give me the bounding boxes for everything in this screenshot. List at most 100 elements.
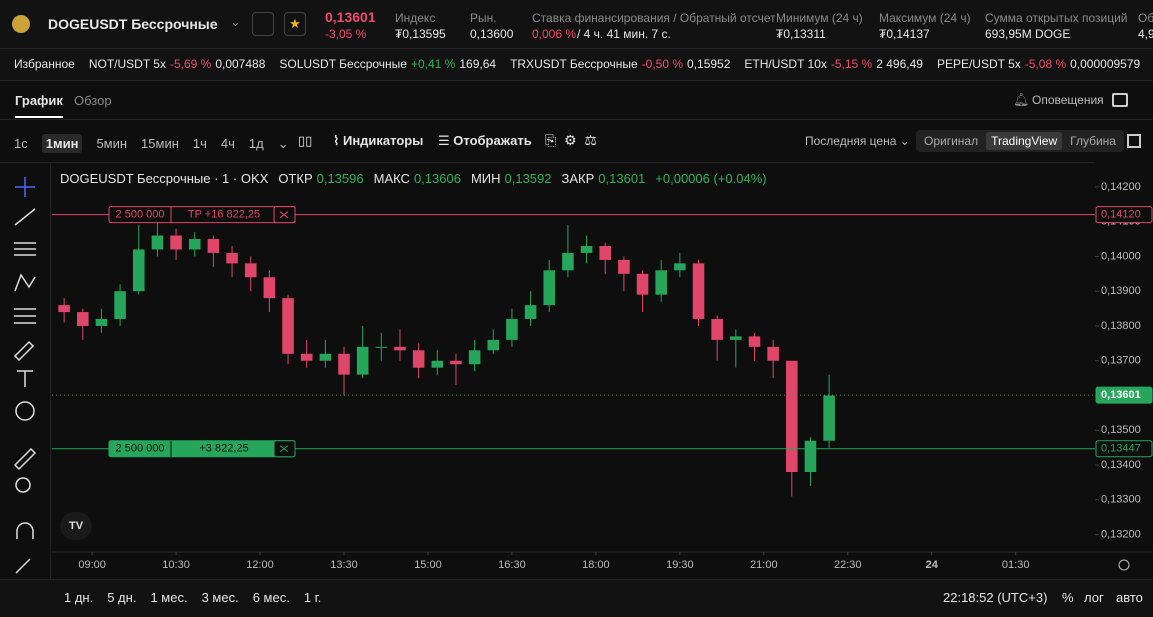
interval[interactable]: 1д — [248, 136, 264, 151]
value: 0,006 % — [532, 27, 577, 41]
lock-draw[interactable] — [15, 558, 31, 574]
zoom[interactable] — [15, 477, 31, 493]
ticker-price: 0,007488 — [215, 57, 266, 71]
settings-icon — [1118, 559, 1130, 571]
indicators[interactable]: ⌇ Индикаторы — [333, 133, 423, 149]
drawing-tools — [0, 163, 51, 616]
range[interactable]: 3 мес. — [201, 590, 239, 605]
range[interactable]: 1 дн. — [64, 590, 94, 605]
interval[interactable]: 4ч — [220, 136, 235, 151]
ruler[interactable] — [13, 447, 37, 471]
candle-body — [786, 360, 798, 473]
layout-button[interactable] — [1112, 93, 1128, 107]
candle-body — [580, 245, 593, 253]
interval[interactable]: 1с — [14, 136, 28, 151]
tab[interactable]: Обзор — [74, 93, 112, 108]
tab[interactable]: График — [15, 93, 63, 118]
candle-body — [618, 259, 630, 274]
order-close-icon — [279, 211, 289, 219]
ticker-change: -5,08 % — [1024, 57, 1067, 71]
x-tick-label: 15:00 — [414, 559, 442, 571]
value: / 4 ч. 41 мин. 7 с. — [577, 27, 671, 41]
candle-body — [282, 298, 294, 354]
ticker[interactable]: ETH/USDT 10x -5,15 % 2 496,49 — [744, 57, 923, 71]
candle-body — [487, 339, 500, 351]
range[interactable]: 1 г. — [303, 590, 322, 605]
last-price: 0,13601 — [325, 9, 376, 25]
candle-body — [524, 305, 537, 320]
interval[interactable]: 5мин — [96, 136, 128, 151]
brush[interactable] — [13, 340, 35, 362]
range[interactable]: 1 мес. — [150, 590, 188, 605]
book-button[interactable] — [252, 12, 274, 36]
bell[interactable]: 🔔︎ — [1013, 92, 1030, 107]
legend-value: 0,13596 — [316, 171, 364, 186]
interval[interactable]: 1ч — [192, 136, 207, 151]
y-tick-label: 0,13400 — [1101, 459, 1141, 471]
range[interactable]: 5 дн. — [107, 590, 137, 605]
candle-body — [356, 346, 369, 375]
interval-more[interactable]: ⌄ — [277, 135, 289, 151]
x-tick-label: 19:30 — [666, 559, 694, 571]
favorite-button[interactable]: ★ — [284, 12, 306, 36]
candle-body — [804, 440, 817, 473]
candle-body — [188, 239, 201, 250]
ticker-bar: Избранное NOT/USDT 5x -5,69 % 0,007488 SOLU… — [0, 49, 1153, 81]
crosshair[interactable] — [15, 177, 35, 197]
toolbar: 1с 1мин 5мин 15мин 1ч 4ч 1д ⌄ ▯▯ ⌇ Индикаторы ☰… — [0, 120, 1153, 163]
ticker[interactable]: PEPE/USDT 5x -5,08 % 0,000009579 — [937, 57, 1140, 71]
icons[interactable]: ⎘ ⚙ ⚖ — [545, 132, 597, 148]
alerts[interactable]: Оповещения — [1032, 93, 1104, 107]
x-tick-label: 12:00 — [246, 559, 274, 571]
chevron[interactable]: ⌄ — [230, 14, 241, 29]
candle-body — [711, 319, 723, 340]
percent[interactable]: % — [1062, 590, 1074, 605]
ticker-list: Избранное NOT/USDT 5x -5,69 % 0,007488 SOLU… — [14, 57, 1153, 71]
display[interactable]: ☰ Отображать — [438, 133, 532, 149]
candle-body — [506, 319, 518, 340]
pattern[interactable] — [14, 273, 36, 292]
price-label-bg — [1095, 386, 1153, 404]
x-tick-label: 22:30 — [834, 559, 862, 571]
price-source[interactable]: Последняя цена ⌄ — [805, 134, 910, 148]
emoji[interactable] — [15, 401, 35, 421]
label: Об — [1138, 11, 1153, 25]
ticker-change: -5,15 % — [830, 57, 873, 71]
ticker-name[interactable]: ETH/USDT 10x — [744, 57, 827, 71]
fib[interactable] — [14, 242, 36, 256]
ticker-name[interactable]: TRXUSDT Бессрочные — [510, 57, 638, 71]
ticker[interactable]: NOT/USDT 5x -5,69 % 0,007488 — [89, 57, 266, 71]
ticker-name[interactable]: PEPE/USDT 5x — [936, 57, 1021, 71]
range[interactable]: 6 мес. — [252, 590, 290, 605]
view[interactable]: Оригинал — [924, 134, 979, 148]
ticker-price: 169,64 — [459, 57, 497, 71]
ticker-name[interactable]: NOT/USDT 5x — [88, 57, 166, 71]
trend-line[interactable] — [14, 208, 36, 226]
favorites[interactable]: Избранное — [14, 57, 75, 71]
ticker[interactable]: TRXUSDT Бессрочные -0,50 % 0,15952 — [510, 57, 730, 71]
display-label[interactable]: Отображать — [453, 133, 532, 148]
value: ₮0,14137 — [879, 27, 930, 41]
legend-value: 0,13601 — [598, 171, 646, 186]
x-tick-label: 13:30 — [330, 559, 358, 571]
text-tool[interactable] — [17, 370, 33, 387]
candle-body — [636, 273, 649, 295]
view[interactable]: TradingView — [986, 132, 1063, 150]
magnet[interactable] — [16, 522, 34, 539]
footer: 1 дн. 5 дн. 1 мес. 3 мес. 6 мес. 1 г. 22:18:5… — [0, 579, 1153, 617]
interval[interactable]: 15мин — [141, 136, 179, 151]
chart-type[interactable]: ▯▯ — [298, 133, 313, 148]
fullscreen[interactable] — [1127, 134, 1141, 148]
log[interactable]: лог — [1084, 590, 1104, 605]
view[interactable]: Глубина — [1070, 134, 1116, 148]
y-tick-label: 0,13500 — [1101, 424, 1141, 436]
interval[interactable]: 1мин — [41, 134, 83, 153]
indicators-label[interactable]: Индикаторы — [342, 133, 424, 148]
ticker[interactable]: SOLUSDT Бессрочные +0,41 % 169,64 — [279, 57, 496, 71]
symbol[interactable]: DOGEUSDT Бессрочные — [48, 16, 218, 32]
tool-icons — [13, 177, 37, 604]
projection[interactable] — [14, 308, 36, 324]
ticker-name[interactable]: SOLUSDT Бессрочные — [279, 57, 407, 71]
auto[interactable]: авто — [1116, 590, 1143, 605]
price-source-label[interactable]: Последняя цена — [805, 134, 897, 148]
